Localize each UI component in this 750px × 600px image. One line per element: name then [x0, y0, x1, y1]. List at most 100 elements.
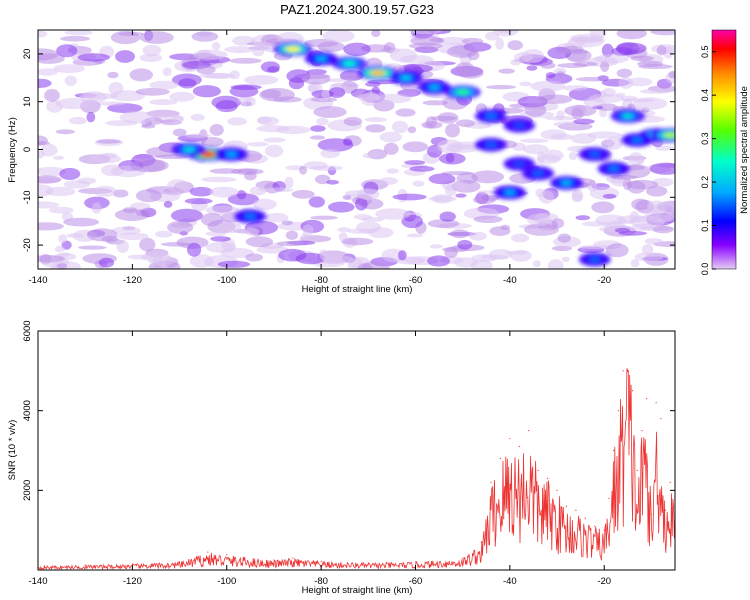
- heatmap-speckle: [209, 186, 239, 198]
- heatmap-speckle: [356, 221, 382, 234]
- heatmap-speckle: [246, 142, 269, 147]
- heatmap-speckle: [454, 257, 478, 268]
- heatmap-speckle: [537, 94, 573, 104]
- heatmap-speckle: [172, 128, 187, 137]
- snr-x-tick-label: -120: [123, 576, 142, 587]
- heatmap-speckle: [263, 137, 286, 143]
- heatmap-speckle: [276, 241, 305, 247]
- heatmap-speckle: [606, 136, 623, 150]
- heatmap-speckle: [588, 93, 624, 104]
- heatmap-speckle: [215, 100, 238, 113]
- heatmap-speckle: [55, 129, 75, 135]
- heatmap-speckle: [252, 198, 277, 210]
- heatmap-speckle: [205, 242, 237, 253]
- heatmap-speckle: [500, 224, 510, 230]
- heatmap-speckle: [652, 225, 674, 234]
- heatmap-speckle: [229, 57, 262, 64]
- heatmap-speckle: [605, 243, 629, 258]
- heatmap-speckle: [215, 222, 242, 234]
- heatmap-speckle: [428, 173, 456, 185]
- heatmap-x-ticks: -140 -120 -100 -80 -60 -40 -20: [28, 30, 611, 286]
- heatmap-speckle: [365, 124, 386, 133]
- heatmap-speckle: [556, 71, 565, 76]
- heatmap-speckle: [578, 245, 614, 250]
- heatmap-speckle: [386, 168, 399, 174]
- heatmap-speckle: [398, 250, 407, 261]
- heatmap-speckle: [60, 35, 91, 42]
- heatmap-speckle: [526, 65, 538, 71]
- heatmap-speckle: [635, 155, 645, 165]
- heatmap-x-tick-label: -120: [123, 275, 142, 286]
- heatmap-speckle: [441, 171, 474, 176]
- heatmap-speckle: [381, 248, 405, 262]
- snr-point: [631, 390, 634, 392]
- heatmap-speckle: [217, 260, 251, 268]
- heatmap-speckle: [135, 189, 162, 203]
- heatmap-blob-core: [663, 132, 675, 138]
- heatmap-speckle: [320, 148, 340, 159]
- snr-point: [292, 557, 294, 559]
- heatmap-speckle: [468, 231, 487, 241]
- heatmap-speckle: [450, 229, 470, 239]
- heatmap-speckle: [406, 233, 424, 238]
- heatmap-speckle: [562, 85, 589, 91]
- heatmap-speckle: [473, 215, 503, 223]
- heatmap-speckle: [519, 138, 549, 143]
- snr-point: [226, 554, 228, 556]
- heatmap-blob-core: [513, 161, 525, 167]
- heatmap-speckle: [630, 259, 640, 268]
- heatmap-speckle: [574, 36, 587, 46]
- heatmap-speckle: [547, 259, 564, 269]
- snr-x-axis-label: Height of straight line (km): [302, 585, 413, 596]
- heatmap-speckle: [392, 193, 427, 201]
- heatmap-speckle: [376, 93, 412, 104]
- heatmap-speckle: [139, 237, 156, 252]
- heatmap-speckle: [196, 64, 216, 75]
- heatmap-speckle: [244, 75, 279, 85]
- heatmap-speckle: [472, 195, 496, 204]
- heatmap-speckle: [644, 238, 663, 245]
- heatmap-speckle: [461, 37, 484, 45]
- heatmap-speckle: [316, 117, 329, 126]
- heatmap-speckle: [437, 37, 470, 45]
- heatmap-speckle: [650, 30, 675, 36]
- colorbar-tick-label: 0.3: [700, 132, 710, 145]
- heatmap-y-ticks: -20 -10 0 10 20: [22, 49, 675, 252]
- heatmap-speckle: [229, 85, 259, 98]
- heatmap-speckle: [257, 187, 294, 193]
- heatmap-speckle: [139, 53, 163, 63]
- heatmap-speckle: [77, 53, 111, 62]
- heatmap-speckle: [264, 212, 289, 223]
- heatmap-speckle: [519, 81, 532, 87]
- colorbar-tick-label: 0.2: [700, 176, 710, 189]
- heatmap-blob-core: [589, 151, 601, 157]
- heatmap-speckle: [551, 218, 565, 229]
- heatmap-speckle: [575, 215, 591, 221]
- heatmap-speckle: [639, 89, 671, 94]
- heatmap-speckle: [427, 219, 460, 229]
- heatmap-speckle: [457, 239, 473, 250]
- heatmap-speckle: [573, 61, 598, 67]
- snr-point: [178, 561, 181, 563]
- heatmap-speckle: [237, 96, 252, 103]
- heatmap-speckle: [641, 244, 654, 255]
- heatmap-blob-core: [400, 75, 412, 81]
- heatmap-speckle: [564, 105, 597, 117]
- heatmap-blob-core: [315, 56, 327, 62]
- heatmap-speckle: [210, 236, 231, 242]
- snr-point: [480, 541, 483, 543]
- heatmap-speckle: [141, 123, 156, 129]
- heatmap-speckle: [86, 228, 118, 242]
- heatmap-speckle: [200, 213, 224, 227]
- heatmap-y-tick-label: -10: [22, 190, 33, 204]
- heatmap-speckle: [581, 221, 612, 227]
- colorbar-label: Normalized spectral amplitude: [739, 86, 750, 214]
- snr-point: [565, 505, 568, 507]
- heatmap-speckle: [342, 194, 352, 200]
- heatmap-speckle: [383, 42, 396, 53]
- heatmap-blob-core: [343, 60, 356, 67]
- heatmap-speckle: [343, 42, 371, 56]
- snr-y-ticks: 2000 4000 6000: [22, 320, 675, 501]
- heatmap-speckle: [412, 180, 425, 187]
